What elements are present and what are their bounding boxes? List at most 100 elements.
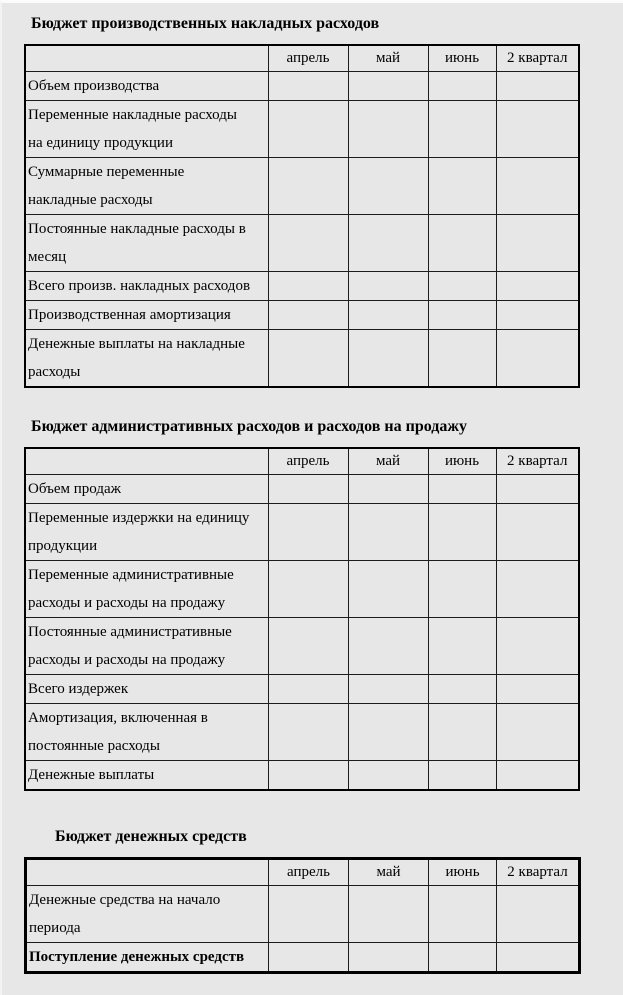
row-label-cell: Объем продаж bbox=[24, 474, 269, 504]
row-label-line: Всего издержек bbox=[28, 681, 129, 697]
column-header: май bbox=[348, 858, 429, 886]
budget-table-2: апрель май июнь 2 квартал Объем продаж Переме… bbox=[24, 447, 580, 791]
column-header: 2 квартал bbox=[495, 44, 580, 72]
value-cell bbox=[347, 617, 429, 675]
row-label-line: постоянные расходы bbox=[28, 738, 160, 754]
row-label-cell: Переменные административные расходы и рас… bbox=[24, 560, 269, 618]
value-cell bbox=[427, 214, 497, 272]
value-cell bbox=[267, 71, 349, 101]
column-header: июнь bbox=[428, 858, 497, 886]
table-title-2: Бюджет административных расходов и расхо… bbox=[31, 418, 467, 435]
value-cell bbox=[267, 703, 349, 761]
column-header: июнь bbox=[427, 44, 497, 72]
row-label-line: Всего произв. накладных расходов bbox=[28, 278, 251, 294]
value-cell bbox=[427, 271, 497, 301]
row-label-line: Переменные административные bbox=[28, 567, 234, 583]
table-row: Амортизация, включенная в постоянные расх… bbox=[24, 703, 580, 761]
header-row: апрель май июнь 2 квартал bbox=[24, 447, 580, 475]
row-label-line: Постоянные накладные расходы в bbox=[28, 221, 246, 237]
value-cell bbox=[267, 503, 349, 561]
header-row: апрель май июнь 2 квартал bbox=[24, 44, 580, 72]
value-cell bbox=[427, 100, 497, 158]
value-cell bbox=[267, 300, 349, 330]
value-cell bbox=[427, 703, 497, 761]
value-cell bbox=[495, 560, 580, 618]
corner-cell bbox=[25, 858, 269, 886]
table-row: Денежные выплаты bbox=[24, 760, 580, 791]
row-label-line: Амортизация, включенная в bbox=[28, 710, 208, 726]
value-cell bbox=[427, 157, 497, 215]
value-cell bbox=[495, 703, 580, 761]
value-cell bbox=[427, 503, 497, 561]
value-cell bbox=[268, 942, 349, 973]
value-cell bbox=[495, 674, 580, 704]
row-label-line: Поступление денежных средств bbox=[29, 949, 245, 965]
value-cell bbox=[267, 157, 349, 215]
value-cell bbox=[347, 300, 429, 330]
value-cell bbox=[347, 329, 429, 388]
table-row: Производственная амортизация bbox=[24, 300, 580, 330]
column-header: май bbox=[347, 447, 429, 475]
table-row: Переменные накладные расходы на единицу п… bbox=[24, 100, 580, 158]
row-label-cell: Денежные средства на начало периода bbox=[25, 885, 269, 943]
row-label-line: периода bbox=[29, 920, 81, 936]
row-label-cell: Денежные выплаты bbox=[24, 760, 269, 791]
row-label-line: Производственная амортизация bbox=[28, 307, 231, 323]
value-cell bbox=[267, 760, 349, 791]
value-cell bbox=[428, 942, 497, 973]
value-cell bbox=[347, 760, 429, 791]
value-cell bbox=[495, 503, 580, 561]
value-cell bbox=[427, 474, 497, 504]
table-row: Поступление денежных средств bbox=[25, 942, 580, 973]
row-label-cell: Всего издержек bbox=[24, 674, 269, 704]
value-cell bbox=[495, 100, 580, 158]
column-header: май bbox=[347, 44, 429, 72]
value-cell bbox=[427, 674, 497, 704]
value-cell bbox=[427, 560, 497, 618]
value-cell bbox=[495, 271, 580, 301]
value-cell bbox=[427, 71, 497, 101]
row-label-cell: Постоянные накладные расходы в месяц bbox=[24, 214, 269, 272]
table-row: Объем продаж bbox=[24, 474, 580, 504]
value-cell bbox=[267, 560, 349, 618]
row-label-cell: Амортизация, включенная в постоянные расх… bbox=[24, 703, 269, 761]
column-header: апрель bbox=[267, 44, 349, 72]
value-cell bbox=[347, 474, 429, 504]
row-label-line: Объем производства bbox=[28, 78, 160, 94]
row-label-line: расходы и расходы на продажу bbox=[28, 652, 226, 668]
row-label-cell: Переменные издержки на единицу продукции bbox=[24, 503, 269, 561]
value-cell bbox=[495, 329, 580, 388]
value-cell bbox=[347, 503, 429, 561]
row-label-line: Объем продаж bbox=[28, 481, 121, 497]
row-label-line: Переменные накладные расходы bbox=[28, 107, 237, 123]
table-row: Объем производства bbox=[24, 71, 580, 101]
value-cell bbox=[267, 329, 349, 388]
table-row: Денежные выплаты на накладные расходы bbox=[24, 329, 580, 388]
column-header: июнь bbox=[427, 447, 497, 475]
value-cell bbox=[495, 300, 580, 330]
value-cell bbox=[347, 100, 429, 158]
row-label-line: Постоянные административные bbox=[28, 624, 232, 640]
corner-cell bbox=[24, 44, 269, 72]
value-cell bbox=[347, 271, 429, 301]
value-cell bbox=[267, 617, 349, 675]
table-title-3: Бюджет денежных средств bbox=[55, 828, 247, 845]
row-label-cell: Производственная амортизация bbox=[24, 300, 269, 330]
corner-cell bbox=[24, 447, 269, 475]
row-label-cell: Постоянные административные расходы и рас… bbox=[24, 617, 269, 675]
value-cell bbox=[496, 885, 580, 943]
value-cell bbox=[348, 885, 429, 943]
value-cell bbox=[495, 474, 580, 504]
value-cell bbox=[347, 214, 429, 272]
row-label-line: на единицу продукции bbox=[28, 135, 173, 151]
table-row: Денежные средства на начало периода bbox=[25, 885, 580, 943]
value-cell bbox=[267, 674, 349, 704]
table-title-1: Бюджет производственных накладных расход… bbox=[31, 15, 380, 32]
value-cell bbox=[428, 885, 497, 943]
column-header: 2 квартал bbox=[495, 447, 580, 475]
table-row: Переменные административные расходы и рас… bbox=[24, 560, 580, 618]
row-label-line: месяц bbox=[28, 249, 67, 265]
row-label-cell: Переменные накладные расходы на единицу п… bbox=[24, 100, 269, 158]
value-cell bbox=[267, 271, 349, 301]
value-cell bbox=[496, 942, 580, 973]
